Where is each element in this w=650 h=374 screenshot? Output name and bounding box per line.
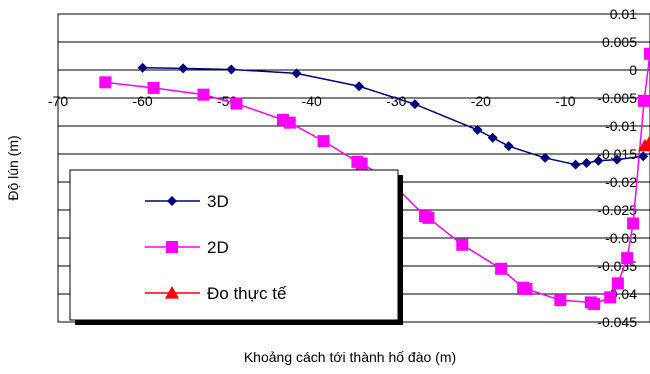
legend-marker	[167, 196, 177, 206]
y-axis-title: Độ lún (m)	[5, 135, 21, 200]
data-point	[503, 141, 514, 152]
data-point	[627, 217, 640, 230]
data-point	[570, 159, 581, 170]
data-point	[147, 81, 160, 94]
legend-label: Đo thực tế	[207, 284, 287, 303]
legend-label: 2D	[207, 238, 229, 257]
data-point	[355, 157, 368, 170]
data-point	[644, 47, 650, 60]
data-point	[137, 62, 148, 73]
data-point	[593, 155, 604, 166]
legend-marker	[165, 286, 179, 299]
data-point	[456, 238, 469, 251]
data-point	[612, 154, 623, 165]
data-point	[643, 134, 650, 148]
data-point	[604, 291, 617, 304]
series-diamond	[137, 62, 649, 170]
series-square	[99, 47, 650, 311]
y-tick-label: -0.02	[605, 174, 637, 190]
data-point	[495, 262, 508, 275]
y-tick-label: 0.005	[602, 34, 637, 50]
data-point	[472, 124, 483, 135]
data-point	[520, 282, 533, 295]
y-axis-tick-labels: 0.010.0050-0.005-0.01-0.015-0.02-0.025-0…	[597, 6, 637, 330]
series-triangle	[637, 134, 650, 152]
data-point	[230, 97, 243, 110]
data-point	[317, 135, 330, 148]
data-point	[283, 116, 296, 129]
data-point	[197, 88, 210, 101]
data-point	[638, 151, 649, 162]
x-tick-label: -60	[132, 93, 152, 109]
data-point	[611, 277, 624, 290]
x-tick-label: -70	[48, 93, 68, 109]
series-layer	[99, 47, 650, 311]
data-point	[554, 294, 567, 307]
legend-label: 3D	[207, 192, 229, 211]
data-point	[409, 99, 420, 110]
data-point	[581, 157, 592, 168]
legend-item: Đo thực tế	[145, 284, 287, 303]
data-point	[621, 252, 634, 265]
data-point	[638, 94, 650, 107]
x-axis-tick-labels: -70 -60 -50 -40 -30 -20 -10	[48, 93, 576, 109]
legend-box	[69, 169, 399, 321]
y-tick-label: -0.01	[605, 118, 637, 134]
legend-items: 3D 2D Đo thực tế	[145, 192, 287, 303]
data-point	[291, 68, 302, 79]
legend-item: 3D	[145, 192, 229, 211]
legend-marker	[166, 241, 178, 253]
data-point	[354, 81, 365, 92]
data-point	[422, 211, 435, 224]
data-point	[487, 132, 498, 143]
y-tick-label: -0.03	[605, 230, 637, 246]
data-point	[637, 138, 650, 152]
data-point	[540, 152, 551, 163]
x-axis-title: Khoảng cách tới thành hố đào (m)	[244, 349, 456, 365]
y-tick-label: -0.005	[597, 90, 637, 106]
y-tick-label: 0.01	[610, 6, 637, 22]
y-tick-label: 0	[629, 62, 637, 78]
y-tick-label: -0.045	[597, 314, 637, 330]
y-tick-label: -0.025	[597, 202, 637, 218]
data-point	[588, 298, 601, 311]
x-tick-label: -40	[302, 93, 322, 109]
series-line	[142, 67, 644, 166]
legend-item: 2D	[145, 238, 229, 257]
x-tick-label: -10	[555, 93, 575, 109]
x-tick-label: -20	[471, 93, 491, 109]
legend: 3D 2D Đo thực tế	[69, 169, 403, 325]
data-point	[178, 63, 189, 74]
data-point	[226, 64, 237, 75]
data-point	[99, 76, 112, 89]
